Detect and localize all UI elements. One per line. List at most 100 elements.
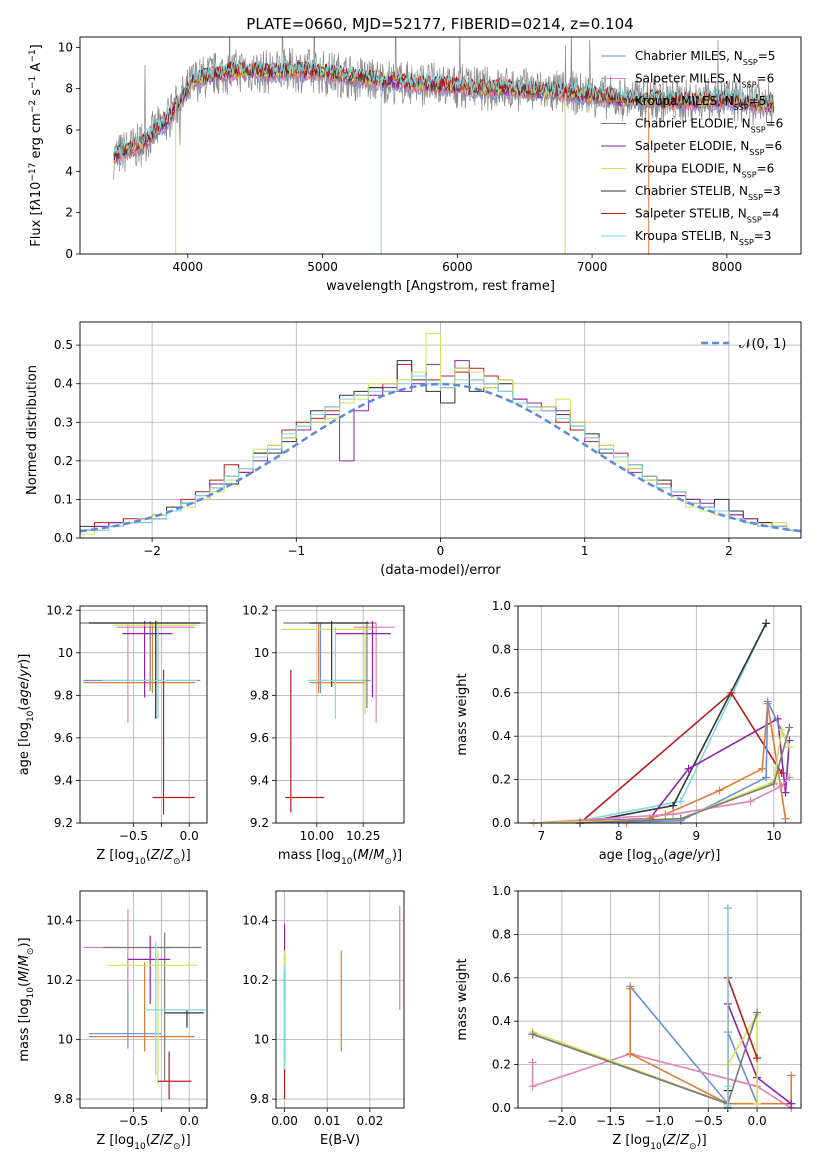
x-tick-label: 7000: [577, 260, 608, 274]
y-tick-label: 0.4: [54, 377, 73, 391]
y-tick-label: 0.4: [492, 1014, 511, 1028]
mass-weight-marker: [723, 1101, 732, 1110]
mass-vs-ebv-frame: 0.00 0.01 0.02 9.8 10 10.2 10.4 E(B-V): [242, 890, 405, 1148]
y-tick-label: 0.6: [492, 686, 511, 700]
y-tick-label: 10.2: [46, 603, 73, 617]
y-tick-label: 0.0: [54, 531, 73, 545]
x-axis-label: E(B-V): [320, 1133, 360, 1148]
age-vs-mass-errorbars: [281, 620, 395, 813]
x-axis-label: Z [log10(Z/Z⊙)]: [612, 1133, 706, 1152]
axes-frame: [79, 36, 802, 255]
mass-weight-marker: [785, 773, 794, 782]
x-axis-label: wavelength [Angstrom, rest frame]: [326, 279, 555, 294]
mass-weight-marker: [626, 1049, 635, 1058]
y-tick-label: 9.6: [54, 731, 73, 745]
age-vs-Z-axes: [80, 606, 207, 824]
y-axis-label: Normed distribution: [25, 365, 40, 495]
y-tick-label: 9.8: [54, 1092, 73, 1106]
legend-label: 𝒩(0, 1): [739, 337, 786, 352]
x-tick-label: 10.25: [346, 829, 380, 843]
y-tick-label: 0.0: [492, 816, 511, 830]
x-tick-label: −1: [287, 544, 305, 558]
mass-weight-marker: [787, 1071, 796, 1080]
mass-weight-marker: [626, 984, 635, 993]
y-tick-label: 0.8: [492, 642, 511, 656]
x-tick-label: 10.00: [300, 829, 334, 843]
axes-frame: [79, 890, 208, 1109]
mass-weight-marker: [777, 725, 786, 734]
x-axis-label: mass [log10(M/M⊙)]: [278, 848, 402, 867]
histogram-steps: [79, 333, 802, 538]
x-tick-label: 8: [615, 829, 623, 843]
legend-label: Chabrier ELODIE, NSSP=6: [635, 117, 783, 135]
mass-vs-Z-axes: [80, 891, 207, 1108]
mass-weight-marker: [753, 1008, 762, 1017]
legend-label: Salpeter ELODIE, NSSP=6: [635, 139, 782, 157]
mass-weight-marker: [676, 814, 685, 823]
axes-frame: [275, 605, 405, 824]
mass-weight-marker: [762, 773, 771, 782]
mass-weight-marker: [723, 904, 732, 913]
y-tick-label: 0.4: [492, 729, 511, 743]
mass-weight-vs-Z-lines: [528, 904, 796, 1112]
y-tick-label: 0.0: [492, 1101, 511, 1115]
y-tick-label: 0.1: [54, 492, 73, 506]
mass-weight-marker: [769, 779, 778, 788]
x-tick-label: 9: [693, 829, 701, 843]
y-tick-label: 9.8: [54, 688, 73, 702]
y-tick-label: 0.3: [54, 415, 73, 429]
mass-weight-marker: [669, 810, 678, 819]
normal-curve: [79, 382, 802, 533]
x-tick-label: −1.0: [645, 1114, 674, 1128]
legend-label: Chabrier STELIB, NSSP=3: [635, 184, 781, 202]
legend-label: Salpeter STELIB, NSSP=4: [635, 207, 779, 225]
mass-weight-marker: [762, 619, 771, 628]
mass-weight-marker: [753, 1099, 762, 1108]
y-tick-label: 10.2: [46, 973, 73, 987]
mass-weight-line: [533, 726, 791, 824]
x-tick-label: −1.5: [596, 1114, 625, 1128]
x-tick-label: −0.5: [694, 1114, 723, 1128]
x-tick-label: −2: [143, 544, 161, 558]
y-tick-label: 6: [65, 123, 73, 137]
x-tick-label: −0.5: [119, 829, 148, 843]
x-tick-label: 0.02: [357, 1114, 384, 1128]
x-axis-label: Z [log10(Z/Z⊙)]: [96, 1133, 190, 1152]
mass-weight-marker: [727, 688, 736, 697]
mass-weight-marker: [753, 1054, 762, 1063]
y-tick-label: 0.2: [54, 454, 73, 468]
mass-weight-marker: [781, 788, 790, 797]
mass-weight-marker: [723, 1082, 732, 1091]
x-tick-label: 5000: [307, 260, 338, 274]
y-tick-label: 9.4: [250, 773, 269, 787]
mass-weight-vs-Z-frame: −2.0 −1.5 −1.0 −0.5 0.0 0.0 0.2 0.4 0.6 0.8 1.0 Z […: [455, 884, 802, 1152]
x-tick-label: 0.0: [180, 829, 199, 843]
mass-vs-Z-frame: −0.5 0.0 9.8 10 10.2 10.4 Z [log10(Z/Z⊙)] mass …: [17, 890, 208, 1152]
mass-weight-marker: [785, 723, 794, 732]
axes-frame: [517, 605, 802, 824]
x-axis-label: age [log10(age/yr)]: [599, 848, 721, 867]
y-axis-label: mass [log10(M/M⊙)]: [17, 937, 36, 1061]
age-vs-mass-axes: [276, 606, 404, 824]
mass-weight-marker: [746, 797, 755, 806]
spectrum-frame: 4000 5000 6000 7000 8000 0 2 4 6 8 10 wavelength [A…: [28, 36, 802, 294]
x-tick-label: 10: [766, 829, 781, 843]
mass-weight-marker: [758, 764, 767, 773]
x-tick-label: 6000: [442, 260, 473, 274]
x-axis-label: Z [log10(Z/Z⊙)]: [96, 848, 190, 867]
mass-weight-vs-Z-axes: [518, 890, 801, 1109]
y-tick-label: 10.2: [242, 603, 269, 617]
x-tick-label: 2: [725, 544, 733, 558]
age-vs-Z-frame: −0.5 0.0 9.2 9.4 9.6 9.8 10 10.2 Z [log10(Z/Z⊙)]…: [17, 603, 208, 867]
mass-weight-marker: [763, 697, 772, 706]
y-tick-label: 0.6: [492, 971, 511, 985]
mass-weight-line: [532, 1003, 792, 1105]
y-axis-label: age [log10(age/yr)]: [17, 654, 36, 776]
mass-weight-line: [579, 701, 791, 824]
age-vs-mass-frame: 10.00 10.25 9.2 9.4 9.6 9.8 10 10.2 mass [log10(…: [242, 603, 405, 867]
y-tick-label: 0.8: [492, 927, 511, 941]
y-tick-label: 10: [254, 646, 269, 660]
y-axis-label: mass weight: [455, 958, 470, 1040]
spectrum-lines: [113, 37, 775, 254]
